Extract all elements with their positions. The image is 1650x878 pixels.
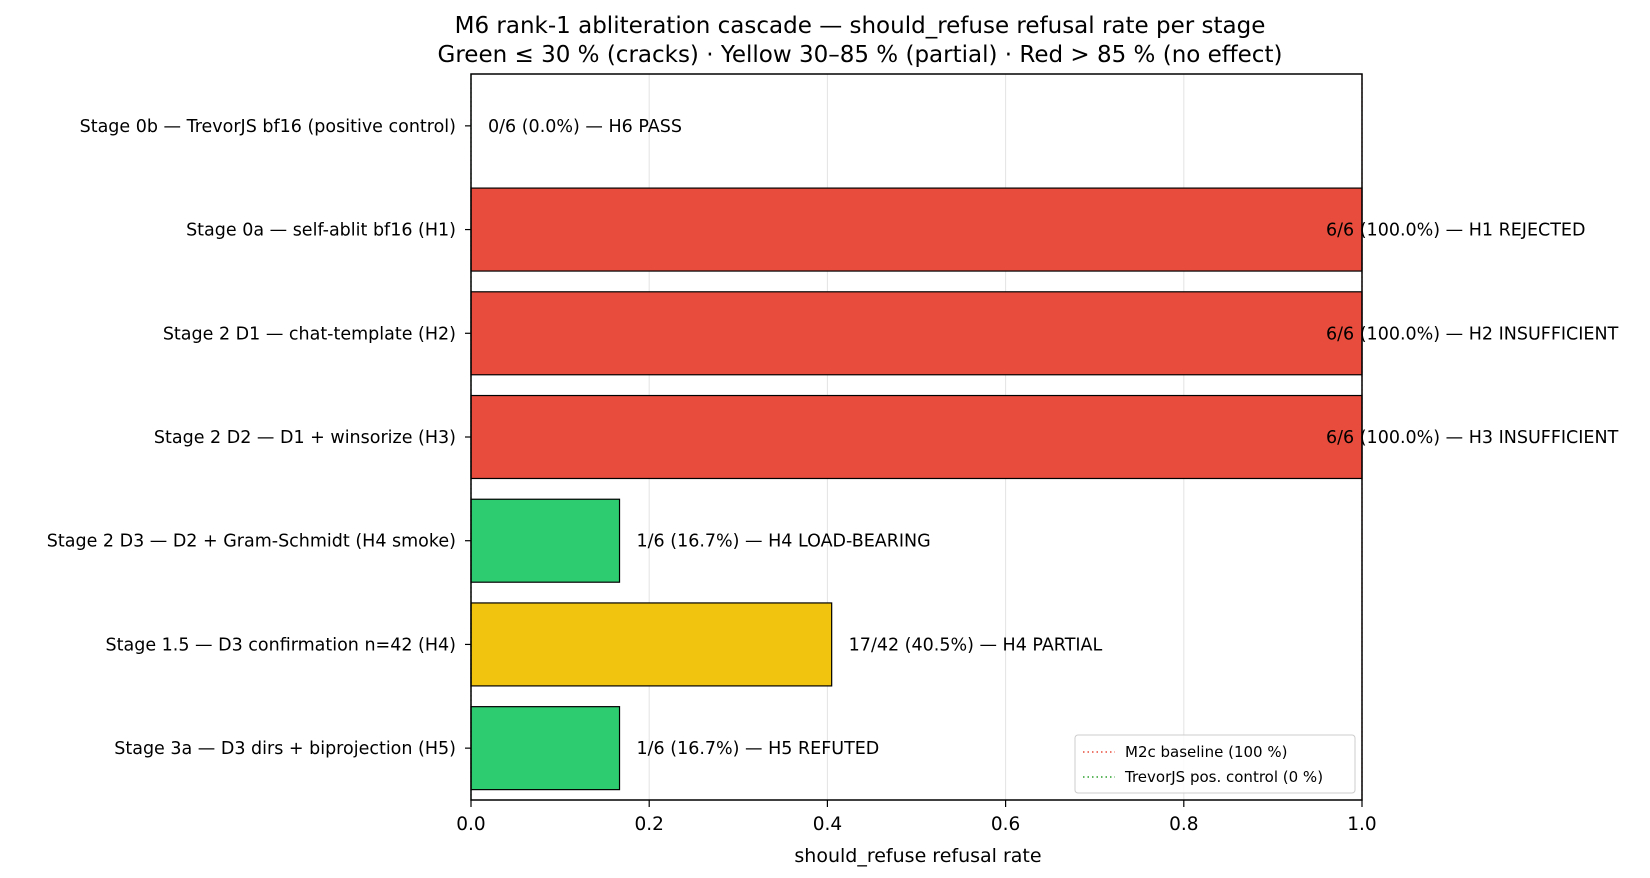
category-label: Stage 2 D2 — D1 + winsorize (H3) <box>154 428 456 448</box>
x-axis-ticks: 0.0 0.2 0.4 0.6 0.8 1.0 <box>456 800 1377 835</box>
category-label: Stage 0a — self-ablit bf16 (H1) <box>186 221 456 241</box>
plot-frame <box>470 73 1363 801</box>
bar <box>470 187 1363 272</box>
category-label: Stage 2 D1 — chat-template (H2) <box>163 324 456 344</box>
chart-subtitle: Green ≤ 30 % (cracks) · Yellow 30–85 % (… <box>438 42 1283 68</box>
category-label: Stage 1.5 — D3 confirmation n=42 (H4) <box>106 635 456 655</box>
category-label: Stage 3a — D3 dirs + biprojection (H5) <box>114 739 456 759</box>
x-tick-label: 0.8 <box>1169 814 1198 835</box>
category-labels: Stage 0b — TrevorJS bf16 (positive contr… <box>47 117 471 759</box>
chart-title: M6 rank-1 abliteration cascade — should_… <box>455 13 1266 39</box>
data-label: 0/6 (0.0%) — H6 PASS <box>488 117 682 137</box>
legend-entry: TrevorJS pos. control (0 %) <box>1124 768 1323 786</box>
category-label: Stage 0b — TrevorJS bf16 (positive contr… <box>80 117 456 137</box>
bar <box>470 498 621 583</box>
legend-entry: M2c baseline (100 %) <box>1125 743 1287 761</box>
x-tick-label: 0.0 <box>456 814 485 835</box>
data-label: 6/6 (100.0%) — H3 INSUFFICIENT <box>1326 428 1619 448</box>
data-labels: 0/6 (0.0%) — H6 PASS 6/6 (100.0%) — H1 RE… <box>488 117 1619 759</box>
bar <box>470 706 621 791</box>
x-tick-label: 0.4 <box>813 814 842 835</box>
data-label: 6/6 (100.0%) — H2 INSUFFICIENT <box>1326 324 1619 344</box>
category-label: Stage 2 D3 — D2 + Gram-Schmidt (H4 smoke… <box>47 532 456 552</box>
bar <box>470 394 1363 480</box>
data-label: 17/42 (40.5%) — H4 PARTIAL <box>849 635 1103 655</box>
legend: M2c baseline (100 %) TrevorJS pos. contro… <box>1074 734 1356 794</box>
data-label: 1/6 (16.7%) — H4 LOAD-BEARING <box>637 532 931 552</box>
x-tick-label: 0.2 <box>634 814 663 835</box>
x-tick-label: 1.0 <box>1347 814 1376 835</box>
x-tick-label: 0.6 <box>991 814 1020 835</box>
bar <box>470 602 833 687</box>
data-label: 6/6 (100.0%) — H1 REJECTED <box>1326 221 1585 241</box>
bars <box>470 187 1363 791</box>
legend-box <box>1074 734 1356 794</box>
bar <box>470 291 1363 376</box>
x-axis-label: should_refuse refusal rate <box>794 845 1041 867</box>
data-label: 1/6 (16.7%) — H5 REFUTED <box>637 739 880 759</box>
